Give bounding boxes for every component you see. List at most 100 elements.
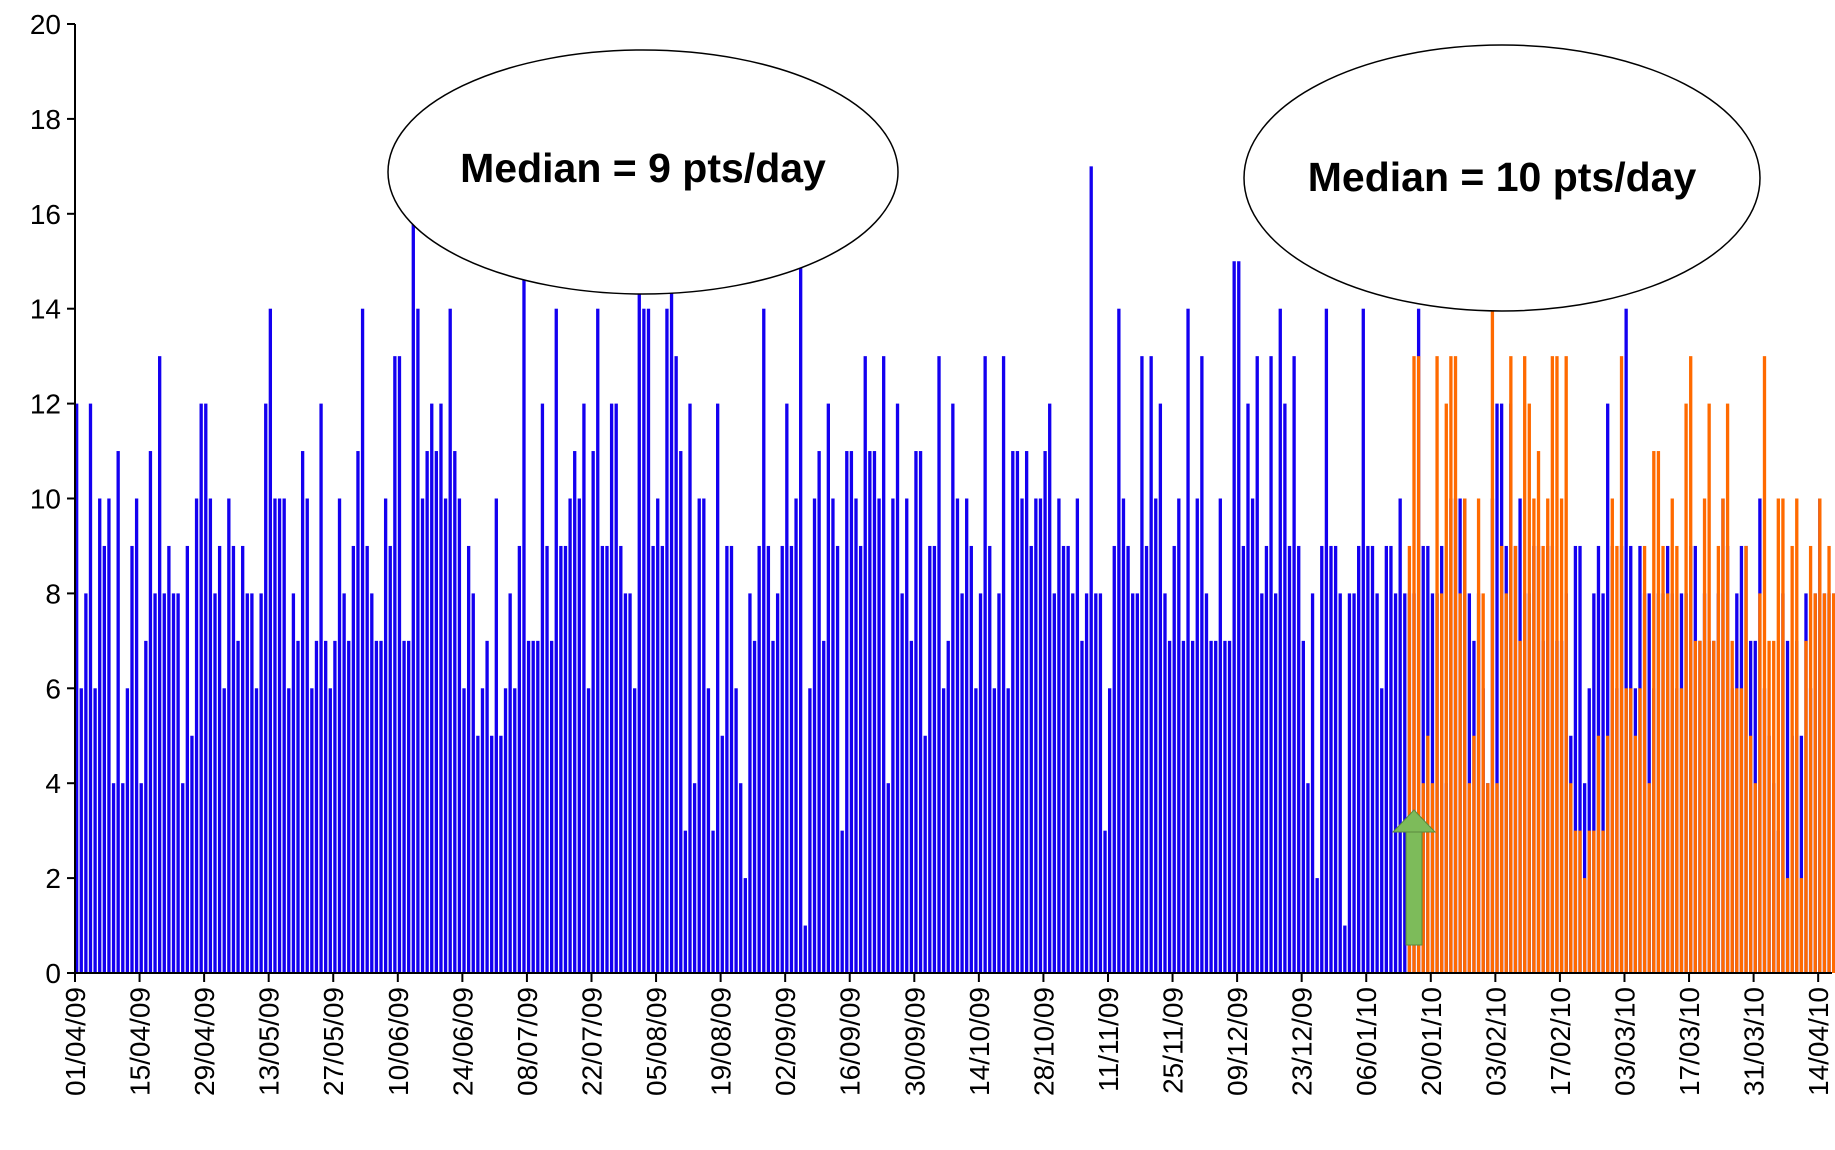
orange-series-bar: [1619, 356, 1624, 973]
blue-series-bar: [88, 403, 93, 974]
blue-series-bar: [1403, 593, 1407, 973]
blue-series-bar: [997, 593, 1001, 973]
blue-series-bar: [1218, 498, 1222, 973]
blue-series-bar: [190, 735, 194, 973]
blue-series-bar: [185, 545, 189, 973]
blue-series-bar: [245, 593, 249, 973]
x-tick-label: 01/04/09: [60, 987, 91, 1096]
blue-series-bar: [886, 783, 890, 973]
median-label-right: Median = 10 pts/day: [1308, 154, 1697, 200]
blue-series-bar: [941, 688, 946, 973]
blue-series-bar: [752, 640, 757, 973]
blue-series-bar: [1140, 356, 1144, 973]
blue-series-bar: [1154, 498, 1158, 973]
orange-series-bar: [1799, 878, 1804, 973]
blue-series-bar: [499, 735, 503, 973]
blue-series-bar: [1177, 498, 1181, 973]
orange-series-bar: [1467, 783, 1472, 973]
blue-series-bar: [148, 451, 153, 973]
blue-series-bar: [665, 308, 669, 973]
orange-series-bar: [1523, 356, 1527, 973]
orange-series-bar: [1559, 498, 1564, 973]
x-tick-label: 29/04/09: [189, 987, 220, 1096]
blue-series-bar: [646, 308, 651, 973]
orange-series-bar: [1735, 688, 1739, 973]
blue-series-bar: [1785, 640, 1790, 973]
blue-series-bar: [158, 356, 162, 973]
orange-series-bar: [1642, 545, 1647, 973]
blue-series-bar: [748, 593, 752, 973]
orange-series-bar: [1832, 593, 1835, 973]
blue-series-bar: [1278, 308, 1282, 973]
blue-series-bar: [651, 545, 655, 973]
blue-series-bar: [1297, 545, 1301, 973]
blue-series-bar: [978, 593, 983, 973]
blue-series-bar: [1799, 735, 1804, 973]
blue-series-bar: [1601, 593, 1605, 973]
blue-series-bar: [264, 403, 268, 974]
blue-series-bar: [300, 451, 305, 973]
blue-series-bar: [1172, 545, 1176, 973]
blue-series-bar: [1149, 356, 1153, 973]
blue-series-bar: [531, 640, 535, 973]
blue-series-bar: [494, 498, 498, 973]
orange-series-bar: [1518, 640, 1522, 973]
blue-series-bar: [660, 545, 664, 973]
orange-series-bar: [1449, 356, 1453, 973]
blue-series-bar: [1181, 640, 1186, 973]
orange-series-bar: [1481, 593, 1485, 973]
blue-series-bar: [167, 545, 171, 973]
orange-series-bar: [1587, 830, 1591, 973]
blue-series-bar: [1232, 261, 1236, 973]
blue-series-bar: [217, 545, 222, 973]
blue-series-bar: [1015, 451, 1020, 973]
blue-series-bar: [388, 545, 392, 973]
blue-series-bar: [1006, 688, 1010, 973]
blue-series-bar: [711, 830, 715, 973]
blue-series-bar: [102, 545, 106, 973]
blue-series-bar: [600, 545, 605, 973]
blue-series-bar: [854, 498, 858, 973]
blue-series-bar: [757, 545, 761, 973]
blue-series-bar: [476, 735, 480, 973]
blue-series-bar: [1398, 498, 1402, 973]
blue-series-bar: [988, 545, 992, 973]
blue-series-bar: [1066, 545, 1070, 973]
blue-series-bar: [554, 308, 558, 973]
blue-series-bar: [739, 783, 743, 973]
blue-series-bar: [287, 688, 291, 973]
blue-series-bar: [1163, 593, 1167, 973]
blue-series-bar: [983, 356, 987, 973]
blue-series-bar: [1324, 308, 1329, 973]
blue-series-bar: [780, 545, 784, 973]
orange-series-bar: [1767, 640, 1771, 973]
blue-series-bar: [116, 451, 120, 973]
blue-series-bar: [1375, 593, 1379, 973]
blue-series-bar: [79, 688, 83, 973]
blue-series-bar: [951, 403, 955, 974]
orange-series-bar: [1421, 783, 1425, 973]
x-tick-label: 31/03/10: [1739, 987, 1770, 1096]
blue-series-bar: [254, 688, 259, 973]
blue-series-bar: [573, 451, 577, 973]
orange-series-bar: [1546, 498, 1550, 973]
orange-series-bar: [1670, 498, 1674, 973]
y-tick-label: 12: [30, 389, 61, 420]
blue-series-bar: [559, 545, 563, 973]
orange-series-bar: [1440, 593, 1444, 973]
y-tick-label: 4: [45, 768, 61, 799]
blue-series-bar: [466, 545, 471, 973]
orange-series-bar: [1675, 545, 1679, 973]
blue-series-bar: [439, 403, 443, 974]
blue-series-bar: [1107, 688, 1112, 973]
blue-series-bar: [1338, 593, 1342, 973]
blue-series-bar: [1421, 545, 1425, 973]
blue-series-bar: [462, 688, 466, 973]
blue-series-bar: [231, 545, 236, 973]
annotations: Median = 9 pts/day Median = 10 pts/day: [387, 44, 1761, 946]
blue-series-bar: [1333, 545, 1338, 973]
y-tick-label: 16: [30, 199, 61, 230]
blue-series-bar: [536, 640, 540, 973]
orange-series-bar: [1615, 545, 1619, 973]
blue-series-bar: [771, 640, 775, 973]
